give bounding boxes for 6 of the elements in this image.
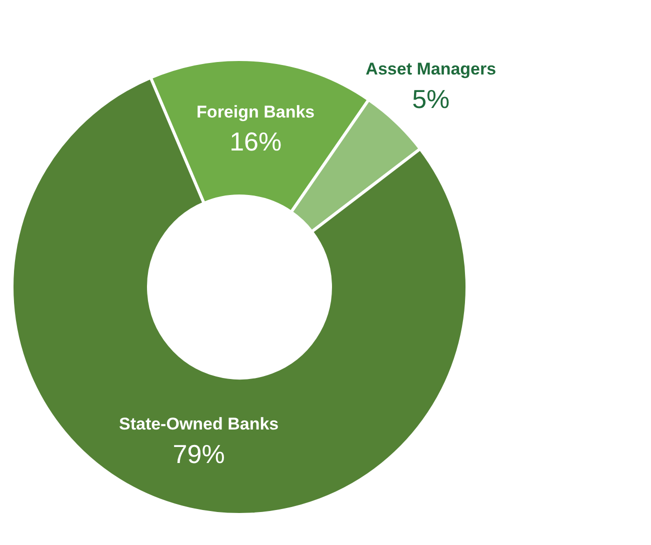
slice-label: State-Owned Banks xyxy=(118,414,279,434)
data-label: 16% xyxy=(230,126,282,157)
data-label: 79% xyxy=(172,439,225,470)
data-label: 5% xyxy=(412,84,450,114)
slice-label: Asset Managers xyxy=(366,60,496,79)
slice-label: Foreign Banks xyxy=(196,102,315,122)
